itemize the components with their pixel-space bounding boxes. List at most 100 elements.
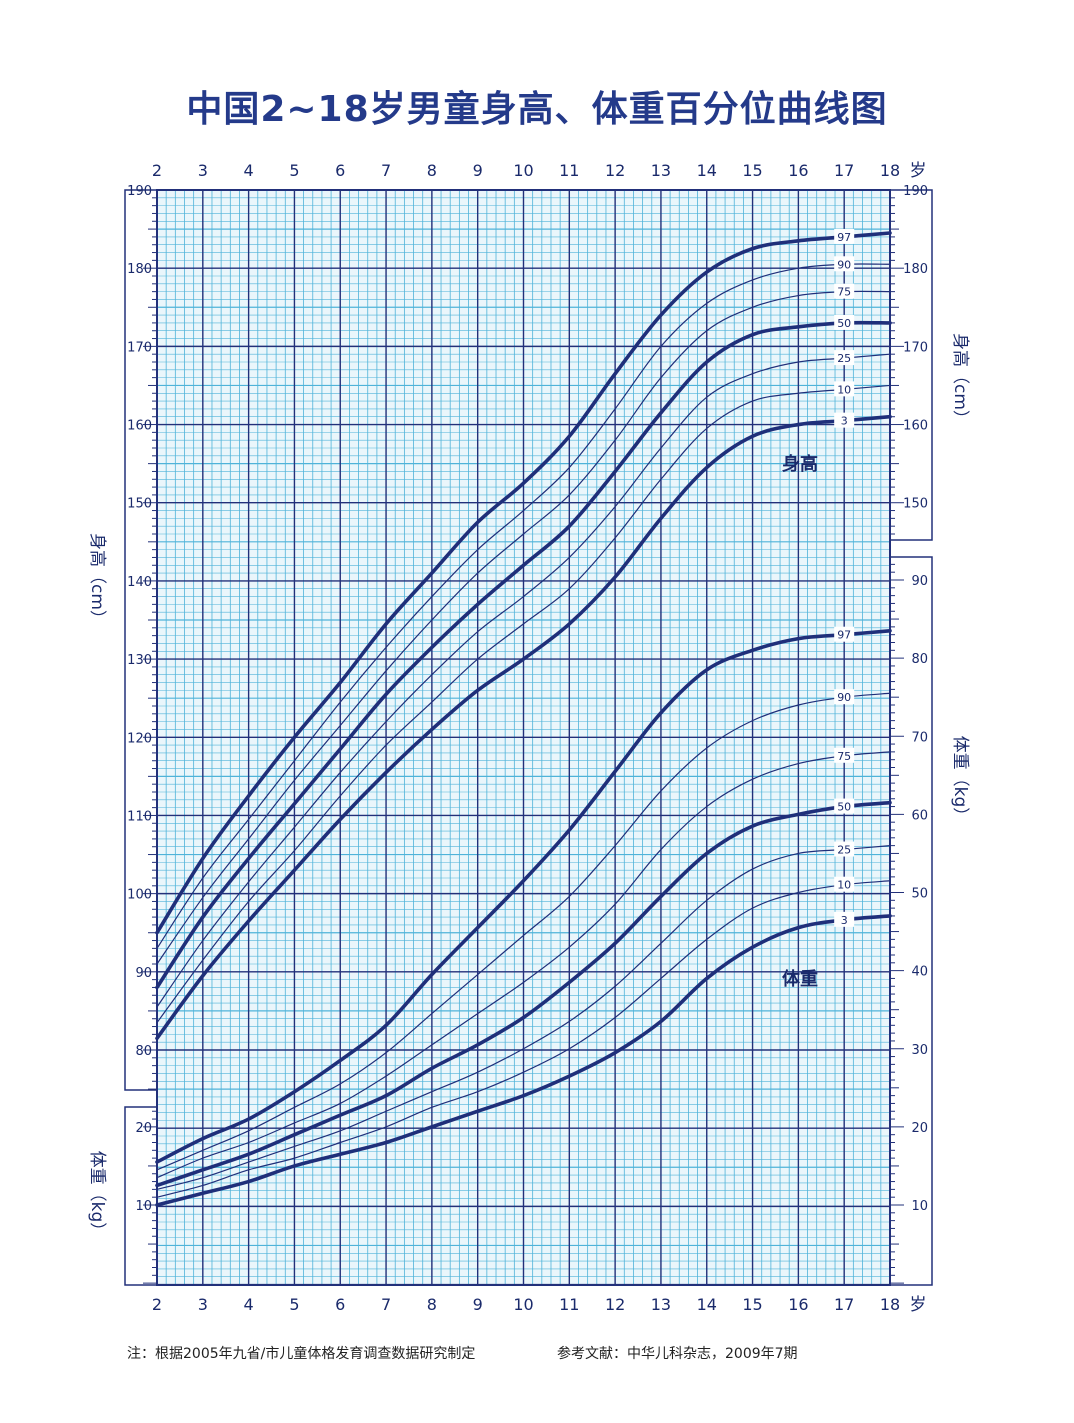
weight-curve-p50 <box>155 800 892 1188</box>
height-percentile-label-p25: 25 <box>837 352 851 365</box>
height-percentile-label-p75: 75 <box>837 286 851 299</box>
height-tick-right: 190 <box>903 184 928 199</box>
weight-curve-p3 <box>155 914 892 1207</box>
right-weight-ruler <box>889 556 933 1286</box>
x-tick-label-top: 10 <box>513 161 533 180</box>
weight-label-bg-p10 <box>834 876 855 892</box>
weight-axis-title-left: 体重（kg） <box>87 1151 107 1240</box>
height-curve-p90 <box>156 263 891 949</box>
height-label-bg-p10 <box>834 381 855 397</box>
x-tick-label-top: 2 <box>152 161 162 180</box>
weight-tick-right: 70 <box>911 730 928 745</box>
height-tick-left: 120 <box>127 731 152 746</box>
chart-title: 中国2~18岁男童身高、体重百分位曲线图 <box>186 89 888 130</box>
weight-curve-p25 <box>156 845 891 1190</box>
height-tick-left: 110 <box>127 809 152 824</box>
weight-label-bg-p75 <box>834 747 855 763</box>
height-percentile-label-p50: 50 <box>837 317 851 330</box>
weight-tick-right: 60 <box>911 808 928 823</box>
x-tick-label-bottom: 18 <box>880 1295 900 1314</box>
weight-tick-left: 20 <box>135 1121 152 1136</box>
note-source: 注：根据2005年九省/市儿童体格发育调查数据研究制定 <box>127 1346 476 1362</box>
height-percentile-label-p97: 97 <box>837 231 851 244</box>
percentile-curves <box>155 231 892 1207</box>
weight-tick-right: 80 <box>911 652 928 667</box>
height-percentile-label-p90: 90 <box>837 258 851 271</box>
weight-percentile-label-p50: 50 <box>837 801 851 814</box>
weight-curves-label: 体重 <box>782 968 818 990</box>
x-tick-label-bottom: 15 <box>742 1295 762 1314</box>
x-tick-label-bottom: 17 <box>834 1295 854 1314</box>
weight-label-bg-p25 <box>834 841 855 857</box>
x-tick-label-top: 15 <box>742 161 762 180</box>
x-tick-label-bottom: 11 <box>559 1295 579 1314</box>
x-tick-label-top: 4 <box>244 161 254 180</box>
x-tick-label-top: 18 <box>880 161 900 180</box>
left-height-ruler <box>124 189 158 1091</box>
x-tick-label-top: 8 <box>427 161 437 180</box>
weight-curve-p75 <box>156 751 891 1179</box>
height-tick-left: 180 <box>127 262 152 277</box>
weight-percentile-label-p10: 10 <box>837 879 851 892</box>
x-tick-label-top: 5 <box>289 161 299 180</box>
x-tick-label-top: 9 <box>473 161 483 180</box>
height-curves-label: 身高 <box>782 453 818 475</box>
x-tick-label-top: 6 <box>335 161 345 180</box>
x-tick-label-top: 14 <box>697 161 717 180</box>
weight-tick-left: 10 <box>135 1199 152 1214</box>
height-tick-right: 180 <box>903 262 928 277</box>
height-curve-p50 <box>155 320 892 990</box>
height-tick-left: 170 <box>127 340 152 355</box>
x-tick-label-bottom: 7 <box>381 1295 391 1314</box>
height-label-bg-p25 <box>834 350 855 366</box>
height-label-bg-p90 <box>834 256 855 272</box>
x-tick-label-bottom: 3 <box>198 1295 208 1314</box>
height-curve-p97 <box>155 231 892 935</box>
height-axis-title-left: 身高（cm） <box>87 533 107 627</box>
height-tick-left: 140 <box>127 575 152 590</box>
x-tick-label-top: 7 <box>381 161 391 180</box>
height-percentile-label-p10: 10 <box>837 383 851 396</box>
weight-label-bg-p3 <box>834 911 855 927</box>
x-tick-label-top: 13 <box>651 161 671 180</box>
weight-percentile-label-p3: 3 <box>841 914 848 927</box>
x-tick-label-top: 12 <box>605 161 625 180</box>
height-label-bg-p97 <box>834 228 855 244</box>
right-height-ruler <box>889 189 933 541</box>
height-curve-p75 <box>156 290 891 965</box>
weight-label-bg-p97 <box>834 626 855 642</box>
weight-axis-title-right: 体重（kg） <box>950 736 970 825</box>
x-tick-label-bottom: 13 <box>651 1295 671 1314</box>
height-tick-left: 160 <box>127 419 152 434</box>
height-tick-left: 190 <box>127 184 152 199</box>
x-tick-label-bottom: 14 <box>697 1295 717 1314</box>
weight-percentile-label-p90: 90 <box>837 691 851 704</box>
x-tick-label-top: 16 <box>788 161 808 180</box>
height-tick-left: 150 <box>127 497 152 512</box>
height-axis-title-right: 身高（cm） <box>950 333 970 427</box>
weight-tick-right: 50 <box>911 887 928 902</box>
weight-curve-p97 <box>155 628 892 1164</box>
weight-tick-right: 30 <box>911 1043 928 1058</box>
weight-percentile-label-p25: 25 <box>837 844 851 857</box>
height-curve-p3 <box>155 414 892 1041</box>
weight-percentile-label-p75: 75 <box>837 750 851 763</box>
height-tick-left: 80 <box>135 1044 152 1059</box>
weight-curve-p10 <box>156 880 891 1198</box>
axis-labels: 2 2 3 3 4 4 5 5 6 6 7 7 8 8 9 9 10 10 11 11 12 12 13 13 14 14 15 15… <box>87 161 970 1315</box>
weight-tick-right: 90 <box>911 574 928 589</box>
chart-frame <box>124 189 933 1286</box>
x-tick-label-bottom: 8 <box>427 1295 437 1314</box>
height-tick-left: 130 <box>127 653 152 668</box>
height-label-bg-p3 <box>834 412 855 428</box>
x-tick-label-bottom: 5 <box>289 1295 299 1314</box>
weight-percentile-label-p97: 97 <box>837 629 851 642</box>
height-label-bg-p75 <box>834 283 855 299</box>
height-tick-right: 160 <box>903 419 928 434</box>
x-tick-label-top: 3 <box>198 161 208 180</box>
x-tick-label-bottom: 10 <box>513 1295 533 1314</box>
height-curve-p25 <box>156 353 891 1008</box>
x-tick-label-top: 11 <box>559 161 579 180</box>
x-tick-label-bottom: 4 <box>244 1295 254 1314</box>
